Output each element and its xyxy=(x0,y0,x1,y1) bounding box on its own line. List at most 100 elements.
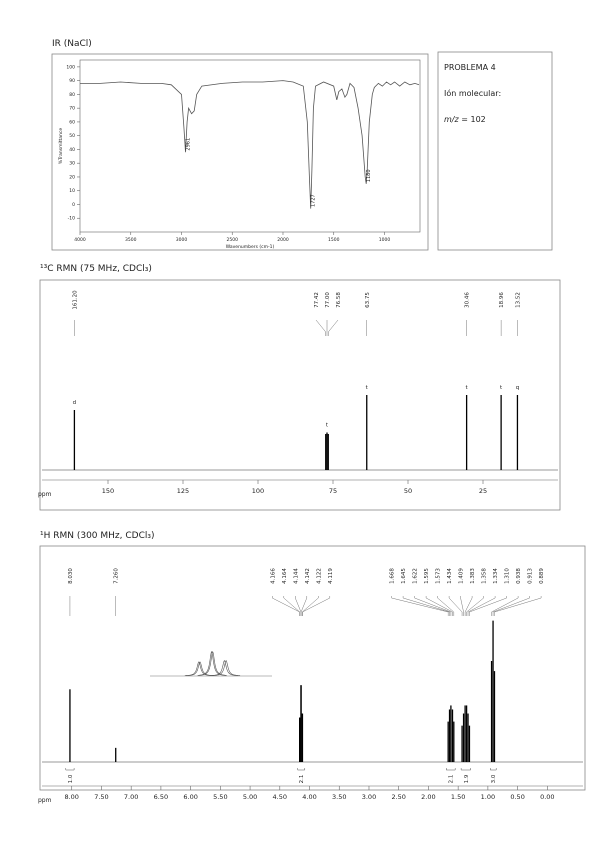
peak-leader xyxy=(491,596,519,616)
mz-line: m/z = 102 xyxy=(444,115,486,124)
x-tick-label: 2.50 xyxy=(391,793,405,801)
problem-box xyxy=(437,51,553,251)
y-axis-label: %Transmittance xyxy=(58,128,64,164)
peak-leader xyxy=(302,596,331,616)
integral-label: 1.9 xyxy=(464,774,470,783)
integral-label: 1.0 xyxy=(68,774,74,783)
y-tick-label: 10 xyxy=(69,188,75,194)
problem-title: PROBLEMA 4 xyxy=(444,63,496,72)
peak-label: 1.434 xyxy=(447,568,453,584)
peak-leader xyxy=(437,596,455,616)
inset-peak xyxy=(198,650,227,676)
integral-label: 2.1 xyxy=(299,775,305,784)
c13-frame xyxy=(39,279,561,511)
x-tick-label: 0.50 xyxy=(510,793,524,801)
y-tick-label: 20 xyxy=(69,174,75,180)
integral-bracket xyxy=(460,768,471,771)
x-tick-label: 1.50 xyxy=(451,793,465,801)
x-tick-label: 7.50 xyxy=(94,793,108,801)
x-tick-label: 150 xyxy=(102,487,114,495)
ir-frame xyxy=(51,53,429,251)
peak-leader xyxy=(315,319,326,336)
peak-label: 8.030 xyxy=(68,568,74,584)
x-tick-label: 1.00 xyxy=(481,793,495,801)
peak-leader xyxy=(391,596,449,616)
chart-title: IR (NaCl) xyxy=(52,39,92,49)
x-tick-label: 1500 xyxy=(328,237,340,243)
peak-label: 1.622 xyxy=(413,568,419,584)
peak-leader xyxy=(328,319,339,336)
peak-label: 1.645 xyxy=(401,568,407,584)
plot-area xyxy=(79,59,421,233)
multiplicity: d xyxy=(73,400,77,406)
peak-label: 30.46 xyxy=(465,292,471,308)
peak-label: 1.573 xyxy=(436,568,442,584)
y-tick-label: 30 xyxy=(69,161,75,167)
multiplicity: t xyxy=(500,385,503,391)
integral-bracket xyxy=(490,768,497,771)
peak-label: 0.913 xyxy=(528,568,534,584)
inset-peak xyxy=(185,661,215,676)
peak-label: 1.409 xyxy=(459,568,465,584)
peak-leader xyxy=(492,596,530,616)
ion-label: Ión molecular: xyxy=(444,88,501,98)
x-tick-label: 5.50 xyxy=(213,793,227,801)
y-tick-label: -10 xyxy=(68,216,75,222)
peak-label: 1727 xyxy=(311,194,317,207)
peak-leader xyxy=(466,596,484,616)
peak-leader xyxy=(425,596,453,616)
peak-label: 1.668 xyxy=(390,568,396,584)
multiplicity: t xyxy=(326,423,329,429)
peak-label: 0.889 xyxy=(539,568,545,584)
peak-leader xyxy=(300,596,308,616)
y-tick-label: 50 xyxy=(69,133,75,139)
integral-label: 2.1 xyxy=(449,775,455,784)
x-tick-label: 2000 xyxy=(277,237,289,243)
multiplicity: t xyxy=(366,385,369,391)
integral-bracket xyxy=(65,768,75,771)
peak-label: 1.595 xyxy=(424,568,430,584)
peak-label: 1.358 xyxy=(482,568,488,584)
peak-label: 1.310 xyxy=(505,568,511,584)
y-tick-label: 100 xyxy=(66,64,75,70)
peak-leader xyxy=(469,596,507,616)
x-tick-label: 3000 xyxy=(176,237,188,243)
x-tick-label: 25 xyxy=(479,487,487,495)
x-axis-label: ppm xyxy=(38,797,52,804)
x-tick-label: 4000 xyxy=(74,237,86,243)
peak-leader xyxy=(464,596,473,616)
x-tick-label: 3.00 xyxy=(362,793,376,801)
x-tick-label: 2500 xyxy=(227,237,239,243)
peak-label: 4.144 xyxy=(293,568,299,584)
peak-label: 77.00 xyxy=(325,292,331,308)
peak-label: 1.334 xyxy=(493,568,499,584)
x-tick-label: 6.00 xyxy=(183,793,197,801)
peak-leader xyxy=(494,596,542,616)
peak-label: 63.75 xyxy=(365,292,371,308)
y-tick-label: 70 xyxy=(69,106,75,112)
peak-label: 1180 xyxy=(366,169,372,182)
peak-leader xyxy=(460,596,464,616)
peak-label: 4.164 xyxy=(282,568,288,584)
peak-label: 161.20 xyxy=(72,290,78,310)
x-tick-label: 8.00 xyxy=(64,793,78,801)
y-tick-label: 60 xyxy=(69,119,75,125)
chart-title: ¹H RMN (300 MHz, CDCl₃) xyxy=(40,531,155,541)
x-tick-label: 3500 xyxy=(125,237,137,243)
x-tick-label: 6.50 xyxy=(154,793,168,801)
peak-label: 18.96 xyxy=(499,292,505,308)
x-tick-label: 100 xyxy=(252,487,264,495)
multiplicity: t xyxy=(466,385,469,391)
peak-label: 2961 xyxy=(185,138,191,151)
x-tick-label: 75 xyxy=(329,487,337,495)
x-tick-label: 50 xyxy=(404,487,412,495)
peak-leader xyxy=(302,596,319,616)
peak-label: 77.42 xyxy=(314,292,320,308)
x-tick-label: 0.00 xyxy=(540,793,554,801)
multiplicity: q xyxy=(516,385,520,391)
y-tick-label: 40 xyxy=(69,147,75,153)
integral-bracket xyxy=(446,768,456,771)
x-tick-label: 125 xyxy=(177,487,189,495)
